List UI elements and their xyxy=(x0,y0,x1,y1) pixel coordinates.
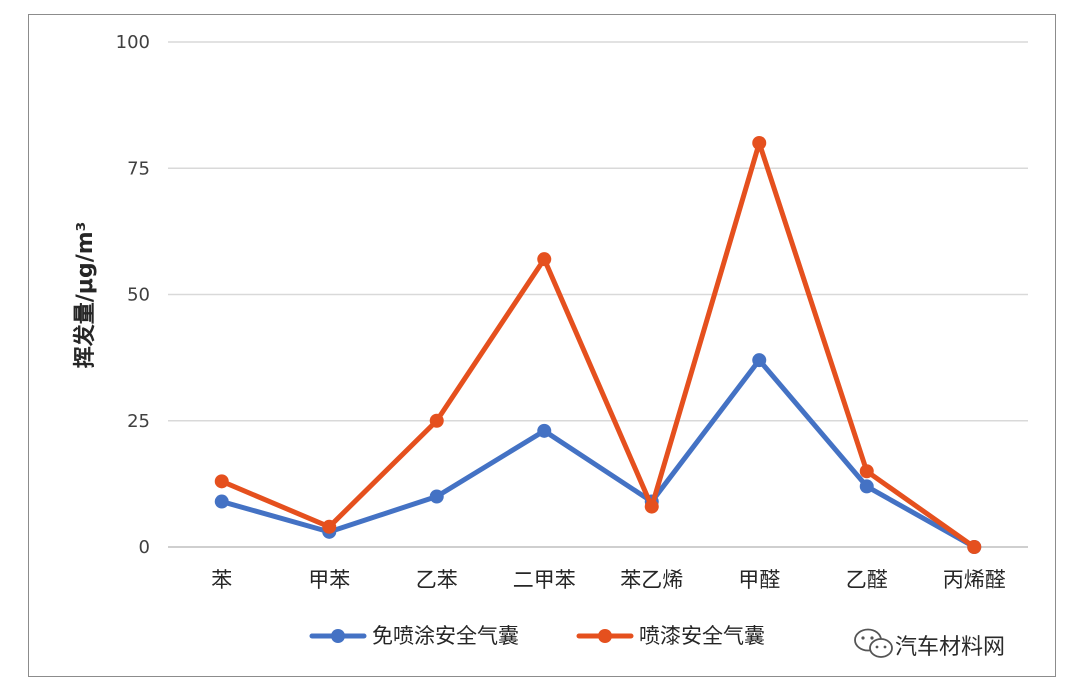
legend-swatch-marker xyxy=(331,629,345,643)
x-tick-label: 苯乙烯 xyxy=(620,568,683,592)
series-2 xyxy=(214,136,982,554)
series-line xyxy=(219,357,977,550)
wechat-icon xyxy=(854,628,893,658)
legend-label: 喷漆安全气囊 xyxy=(639,624,765,648)
data-point xyxy=(214,494,229,509)
data-point xyxy=(859,464,874,479)
data-point xyxy=(322,519,337,534)
series-line xyxy=(219,140,977,550)
x-tick-label: 甲醛 xyxy=(738,568,780,592)
legend-item-2: 喷漆安全气囊 xyxy=(576,624,765,648)
x-tick-label: 苯 xyxy=(211,568,232,592)
x-tick-labels: 苯 甲苯 乙苯 二甲苯 苯乙烯 甲醛 乙醛 丙烯醛 xyxy=(211,568,1006,592)
data-point xyxy=(537,423,552,438)
y-axis-label: 挥发量/μg/m³ xyxy=(72,222,98,369)
x-tick-label: 甲苯 xyxy=(308,568,350,592)
x-tick-label: 二甲苯 xyxy=(513,568,576,592)
y-tick-label: 0 xyxy=(139,537,150,558)
data-point xyxy=(859,479,874,494)
y-tick-label: 100 xyxy=(116,32,150,53)
watermark-text: 汽车材料网 xyxy=(895,635,1005,660)
data-point xyxy=(752,136,767,150)
data-point xyxy=(429,413,444,428)
x-tick-label: 乙醛 xyxy=(846,568,888,592)
data-point xyxy=(429,489,444,504)
chart-frame xyxy=(28,14,1056,677)
data-point xyxy=(214,474,229,489)
y-tick-labels: 0 25 50 75 100 xyxy=(116,32,150,558)
y-tick-label: 25 xyxy=(127,411,150,432)
x-tick-label: 丙烯醛 xyxy=(943,568,1006,592)
data-point xyxy=(752,353,767,368)
y-tick-label: 50 xyxy=(127,285,150,306)
series-layer xyxy=(214,136,982,554)
watermark: 汽车材料网 xyxy=(854,628,1005,660)
legend-item-1: 免喷涂安全气囊 xyxy=(309,624,519,648)
y-tick-label: 75 xyxy=(127,158,150,179)
data-point xyxy=(967,540,982,554)
legend-swatch-marker xyxy=(598,629,612,643)
data-point xyxy=(644,499,659,514)
gridlines xyxy=(168,41,1028,548)
legend-label: 免喷涂安全气囊 xyxy=(372,624,519,648)
data-point xyxy=(537,252,552,267)
legend: 免喷涂安全气囊 喷漆安全气囊 xyxy=(309,624,765,648)
x-tick-label: 乙苯 xyxy=(416,568,458,592)
